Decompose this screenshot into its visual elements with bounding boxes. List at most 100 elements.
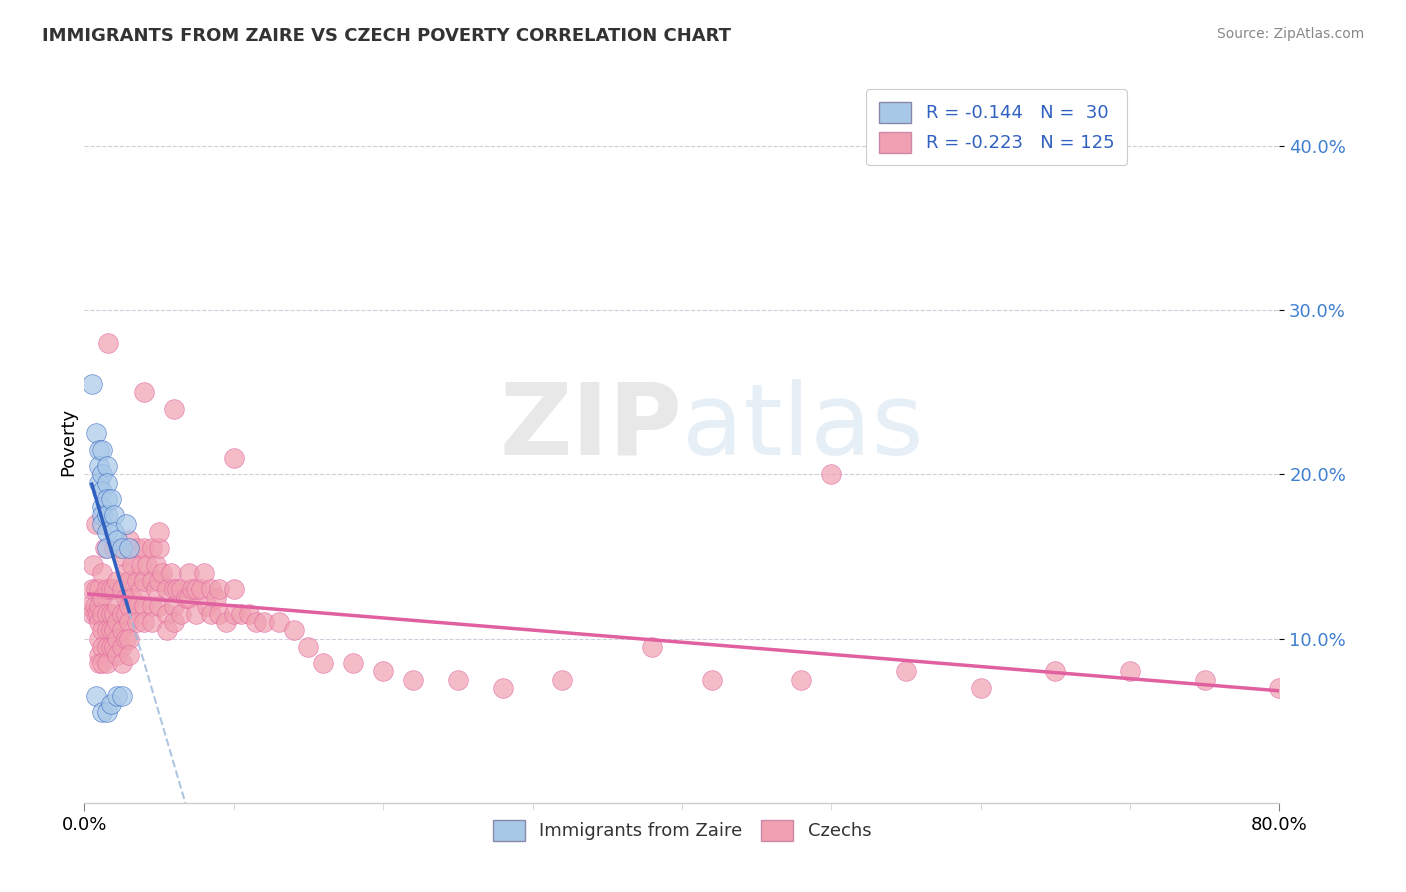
Point (181, 582, 204, 597)
Point (129, 558, 152, 572)
Point (238, 607, 260, 621)
Point (86, 426, 108, 441)
Point (103, 640, 125, 654)
Point (1194, 673, 1216, 687)
Point (96, 657, 118, 671)
Point (1045, 665, 1067, 679)
Point (205, 591, 228, 605)
Point (80, 607, 103, 621)
Point (91, 508, 114, 523)
Point (222, 582, 245, 597)
Point (492, 681, 515, 695)
Point (105, 632, 128, 646)
Point (132, 599, 156, 613)
Point (148, 524, 170, 539)
Point (186, 607, 208, 621)
Point (111, 624, 134, 638)
Point (105, 533, 128, 547)
Point (166, 582, 188, 597)
Point (97, 336, 120, 351)
Point (174, 591, 197, 605)
Point (148, 574, 170, 588)
Point (115, 591, 138, 605)
Point (103, 524, 125, 539)
Point (82, 558, 104, 572)
Point (132, 574, 156, 588)
Point (91, 657, 114, 671)
Point (115, 632, 138, 646)
Point (94, 541, 117, 556)
Point (118, 615, 141, 630)
Point (100, 698, 122, 712)
Point (111, 640, 134, 654)
Point (148, 541, 170, 556)
Point (89, 632, 111, 646)
Point (100, 607, 122, 621)
Point (91, 640, 114, 654)
Point (193, 566, 215, 580)
Point (222, 607, 245, 621)
Point (111, 541, 134, 556)
Point (96, 491, 118, 506)
Point (103, 508, 125, 523)
Point (118, 648, 141, 662)
Point (111, 607, 134, 621)
Point (163, 401, 186, 416)
Point (894, 665, 917, 679)
Point (89, 648, 111, 662)
Y-axis label: Poverty: Poverty (59, 408, 77, 475)
Point (1268, 681, 1291, 695)
Point (118, 541, 141, 556)
Point (89, 599, 111, 613)
Point (91, 516, 114, 531)
Point (115, 566, 138, 580)
Point (100, 491, 122, 506)
Point (373, 665, 395, 679)
Point (105, 615, 128, 630)
Text: IMMIGRANTS FROM ZAIRE VS CZECH POVERTY CORRELATION CHART: IMMIGRANTS FROM ZAIRE VS CZECH POVERTY C… (42, 27, 731, 45)
Point (89, 615, 111, 630)
Point (231, 607, 253, 621)
Point (103, 582, 125, 597)
Point (170, 607, 193, 621)
Point (115, 607, 138, 621)
Text: atlas: atlas (682, 378, 924, 475)
Point (100, 640, 122, 654)
Point (96, 706, 118, 720)
Point (105, 648, 128, 662)
Point (91, 467, 114, 482)
Point (111, 657, 134, 671)
Text: ZIP: ZIP (499, 378, 682, 475)
Point (111, 689, 134, 703)
Point (89, 582, 111, 597)
Point (132, 385, 156, 400)
Point (96, 508, 118, 523)
Point (103, 607, 125, 621)
Point (245, 615, 267, 630)
Point (77, 599, 100, 613)
Point (641, 640, 664, 654)
Point (89, 442, 111, 457)
Point (129, 582, 152, 597)
Point (141, 574, 163, 588)
Point (80, 582, 103, 597)
Point (170, 582, 193, 597)
Point (100, 582, 122, 597)
Point (86, 516, 108, 531)
Point (136, 558, 159, 572)
Point (163, 615, 186, 630)
Point (118, 632, 141, 646)
Point (91, 566, 114, 580)
Point (118, 533, 141, 547)
Point (105, 574, 128, 588)
Point (96, 541, 118, 556)
Point (121, 558, 143, 572)
Point (163, 599, 186, 613)
Point (125, 599, 148, 613)
Point (103, 624, 125, 638)
Point (155, 624, 177, 638)
Point (267, 615, 290, 630)
Point (96, 624, 118, 638)
Point (297, 640, 319, 654)
Point (402, 673, 425, 687)
